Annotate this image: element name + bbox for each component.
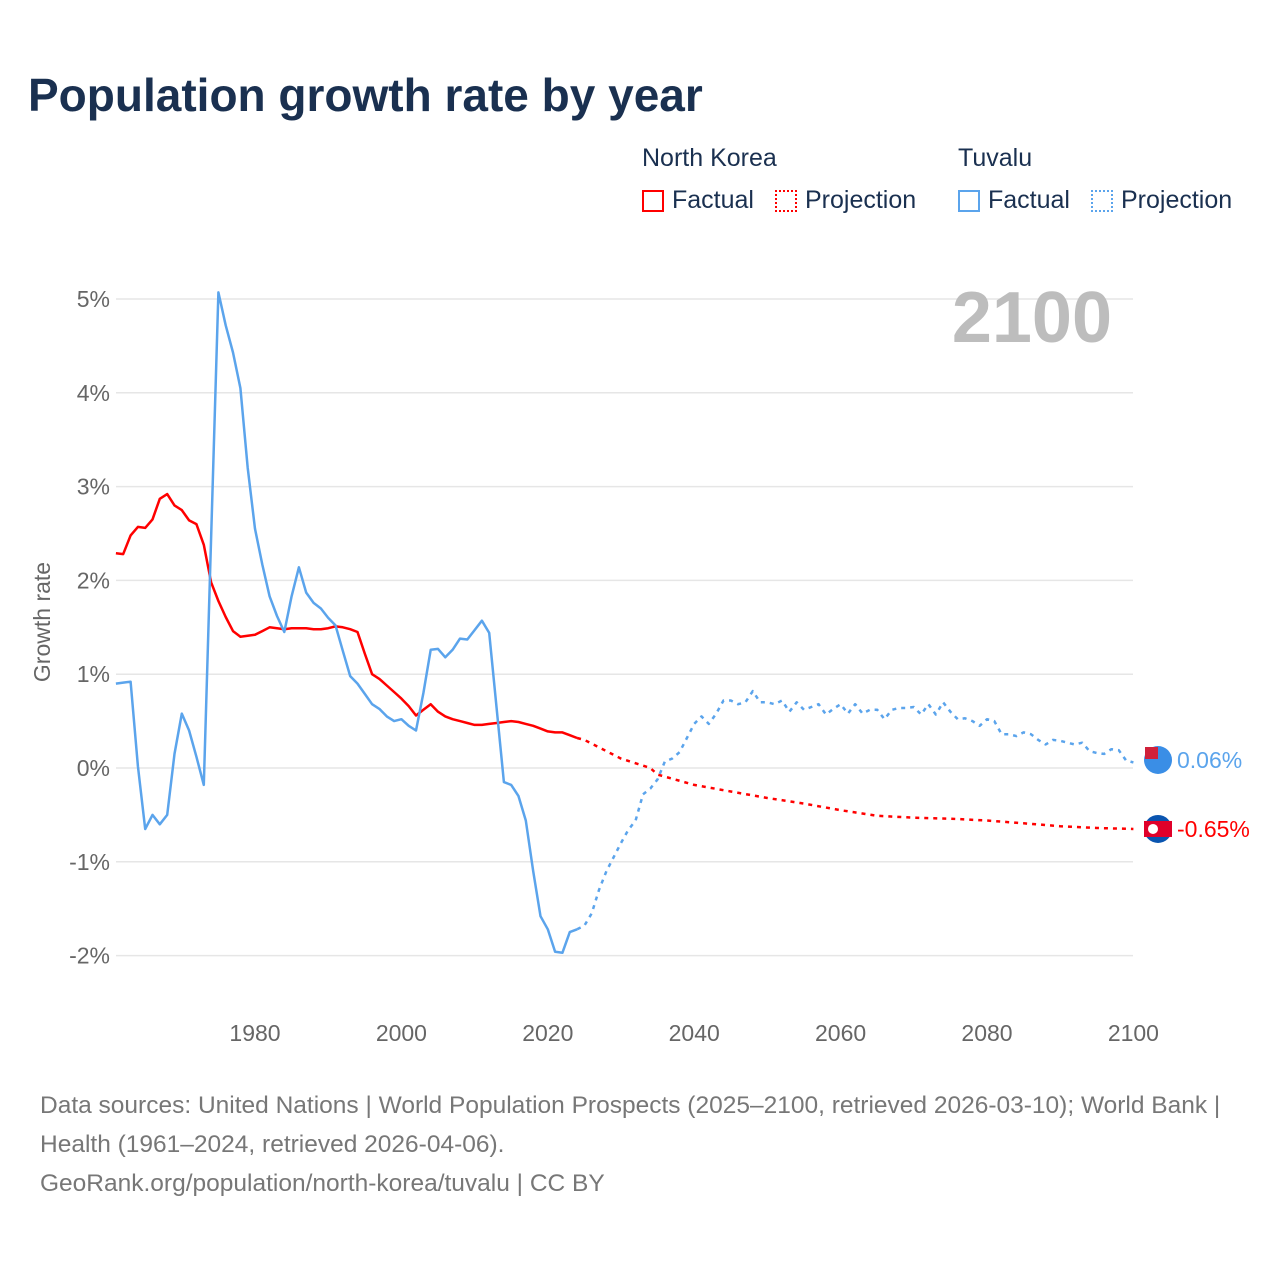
y-tick-label: 5% [77, 286, 110, 312]
flag-canton [1145, 747, 1158, 759]
y-tick-label: 2% [77, 567, 110, 593]
legend-label: Factual [988, 186, 1070, 214]
legend-item-north-korea-projection[interactable]: Projection [775, 186, 916, 215]
source-link[interactable]: GeoRank.org/population/north-korea/tuval… [40, 1170, 605, 1197]
x-tick-label: 1980 [229, 1020, 280, 1046]
legend-label: Projection [805, 186, 917, 214]
y-tick-label: 3% [77, 474, 110, 500]
legend-item-north-korea-factual[interactable]: Factual [642, 186, 754, 215]
y-tick-label: -2% [69, 943, 110, 969]
x-tick-label: 2100 [1108, 1020, 1159, 1046]
legend-swatch-dotted [1091, 189, 1113, 212]
y-tick-label: 1% [77, 661, 110, 687]
legend-group-name: North Korea [642, 144, 777, 172]
series-line-tuvalu-factual [115, 291, 578, 955]
y-tick-label: 0% [77, 755, 110, 781]
data-sources: Data sources: United Nations | World Pop… [40, 1092, 1221, 1158]
end-value-label: -0.65% [1177, 816, 1250, 842]
chart-area: -2% -1% 0% 1% 2% 3% 4% 5% 1980 2000 2020 2040 2060 20… [29, 278, 1250, 1046]
flag-star-disc [1148, 823, 1158, 834]
x-tick-label: 2000 [376, 1020, 427, 1046]
legend-swatch-solid [642, 189, 664, 212]
end-marker-tuvalu: 0.06% [1144, 746, 1242, 774]
series-line-north-korea-projection [576, 736, 1134, 831]
end-marker-north-korea: -0.65% [1144, 814, 1250, 843]
y-axis-label: Growth rate [29, 562, 55, 682]
x-tick-label: 2060 [815, 1020, 866, 1046]
chart-title: Population growth rate by year [28, 69, 703, 121]
legend-label: Projection [1121, 186, 1233, 214]
y-tick-label: -1% [69, 849, 110, 875]
legend-item-tuvalu-factual[interactable]: Factual [958, 186, 1070, 215]
x-tick-label: 2080 [961, 1020, 1012, 1046]
legend-group-name: Tuvalu [958, 144, 1033, 172]
end-value-label: 0.06% [1177, 747, 1242, 773]
x-tick-label: 2040 [669, 1020, 720, 1046]
series-line-tuvalu-projection [576, 689, 1134, 931]
legend-swatch-dotted [775, 189, 797, 212]
x-tick-label: 2020 [522, 1020, 573, 1046]
legend-label: Factual [672, 186, 754, 214]
legend-swatch-solid [958, 189, 980, 212]
series-line-north-korea-factual [115, 492, 578, 740]
year-watermark: 2100 [952, 278, 1112, 358]
footer: Data sources: United Nations | World Pop… [40, 1086, 1240, 1203]
legend-item-tuvalu-projection[interactable]: Projection [1091, 186, 1232, 215]
y-tick-label: 4% [77, 380, 110, 406]
